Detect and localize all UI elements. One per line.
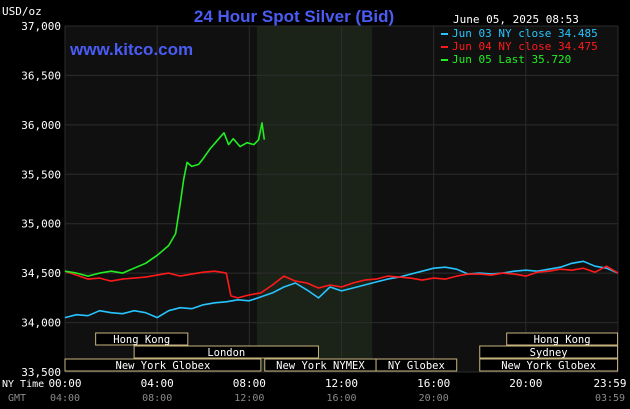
- y-axis: 33,500 34,000 34,500 35,000 35,500 36,000 36,5…: [21, 20, 61, 379]
- session-label: New York Globex: [116, 360, 211, 372]
- x-tick-label-ny: 00:00: [48, 377, 81, 390]
- series-lines: [64, 122, 619, 319]
- session-label: London: [207, 347, 245, 359]
- y-tick-label: 33,500: [21, 366, 61, 379]
- x-tick-label-ny: 12:00: [325, 377, 358, 390]
- kitco-site-label[interactable]: www.kitco.com: [69, 40, 193, 59]
- y-tick-label: 35,500: [21, 168, 61, 181]
- session-label: New York Globex: [501, 360, 596, 372]
- nymex-highlight: [256, 26, 373, 372]
- session-box: London: [133, 345, 319, 359]
- legend-entry: Jun 04 NY close 34.475: [452, 40, 598, 53]
- series-line: [64, 265, 619, 299]
- y-tick-label: 35,000: [21, 218, 61, 231]
- x-tick-label-ny: 16:00: [417, 377, 450, 390]
- x-tick-label-ny: 20:00: [509, 377, 542, 390]
- session-label: Sydney: [530, 347, 568, 359]
- session-box: New York Globex: [479, 358, 619, 372]
- grid-lines: [64, 25, 619, 373]
- series-line: [64, 122, 266, 277]
- x-axis: 00:00 04:00 08:00 12:00 16:00 20:00 23:59 04:00…: [48, 377, 626, 404]
- chart-title: 24 Hour Spot Silver (Bid): [194, 7, 394, 26]
- gmt-label: GMT: [8, 393, 26, 404]
- ny-time-label: NY Time: [2, 379, 44, 390]
- session-label: Hong Kong: [113, 334, 170, 346]
- legend-entry: Jun 05 Last 35.720: [452, 53, 571, 66]
- x-tick-label-ny: 08:00: [233, 377, 266, 390]
- unit-label: USD/oz: [2, 5, 42, 18]
- series-line: [64, 260, 619, 319]
- session-box: New York NYMEX: [264, 358, 377, 372]
- session-box: NY Globex: [375, 358, 458, 372]
- y-tick-label: 34,000: [21, 317, 61, 330]
- x-tick-label-ny: 04:00: [141, 377, 174, 390]
- legend-entry: Jun 03 NY close 34.485: [452, 27, 598, 40]
- session-label: NY Globex: [388, 360, 445, 372]
- session-label: Hong Kong: [534, 334, 591, 346]
- session-label: New York NYMEX: [276, 360, 365, 372]
- x-tick-label-gmt: 12:00: [234, 393, 264, 404]
- session-box: Hong Kong: [95, 332, 189, 346]
- y-tick-label: 36,000: [21, 119, 61, 132]
- y-tick-label: 37,000: [21, 20, 61, 33]
- x-tick-label-gmt: 04:00: [50, 393, 80, 404]
- x-tick-label-gmt: 03:59: [595, 393, 625, 404]
- session-box: New York Globex: [64, 358, 262, 372]
- y-tick-label: 36,500: [21, 69, 61, 82]
- x-tick-label-gmt: 16:00: [326, 393, 356, 404]
- y-tick-label: 34,500: [21, 267, 61, 280]
- datetime-label: June 05, 2025 08:53: [453, 13, 579, 26]
- session-box: Hong Kong: [506, 332, 619, 346]
- x-tick-label-ny: 23:59: [593, 377, 626, 390]
- x-tick-label-gmt: 20:00: [419, 393, 449, 404]
- x-tick-label-gmt: 08:00: [142, 393, 172, 404]
- session-box: Sydney: [479, 345, 619, 359]
